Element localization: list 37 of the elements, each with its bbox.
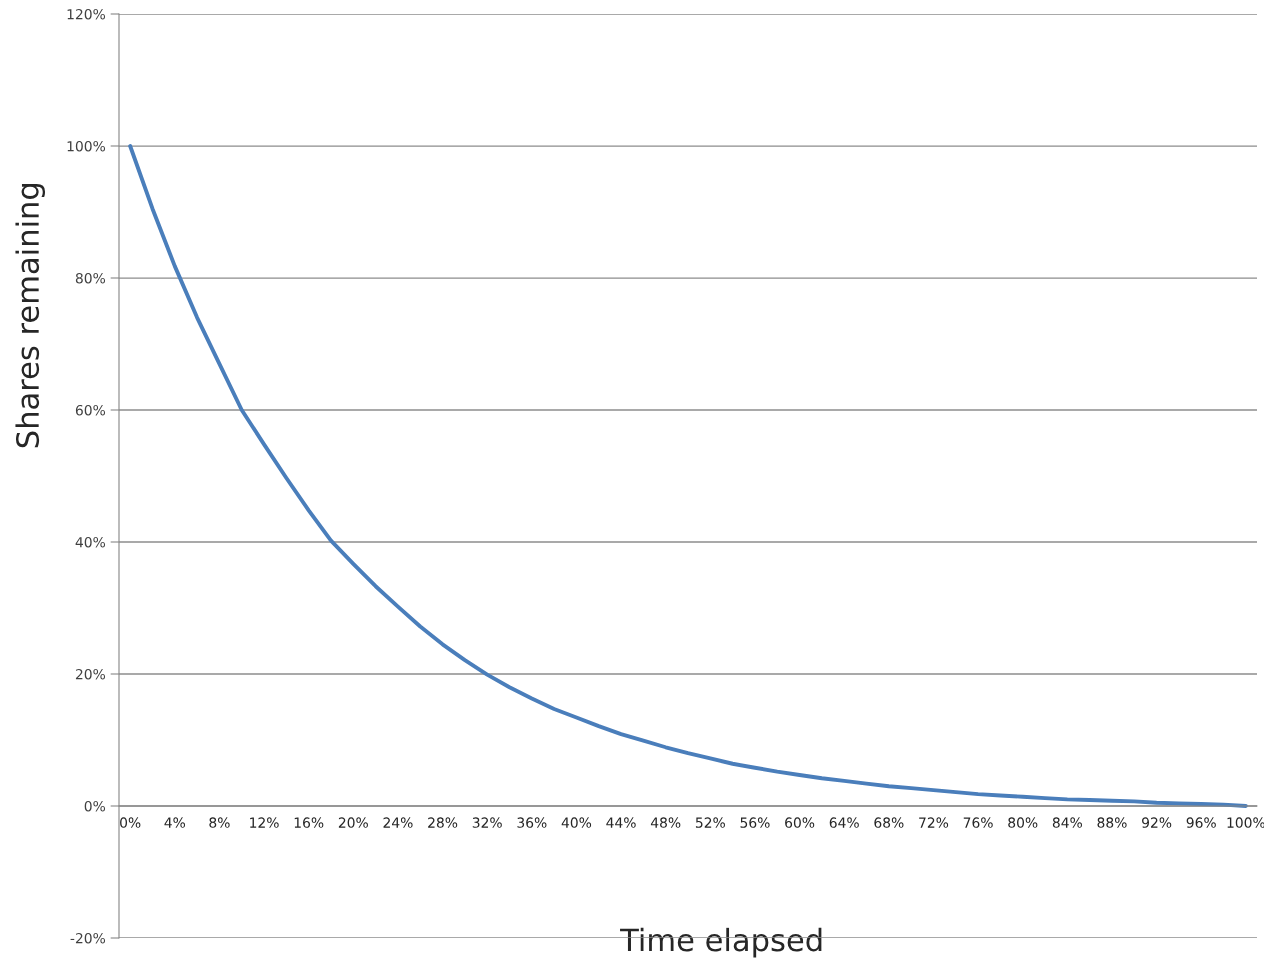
y-tick-label: 120% [67, 8, 106, 20]
x-tick-label: 68% [874, 817, 904, 828]
x-tick-label: 12% [250, 817, 279, 828]
y-tick-label: 60% [75, 404, 106, 416]
x-tick-label: 100% [1227, 817, 1264, 828]
x-tick-label: 92% [1142, 817, 1172, 828]
x-tick-label: 56% [740, 817, 770, 828]
y-tick-label: 100% [67, 140, 106, 152]
x-tick-label: 0% [120, 817, 141, 828]
x-tick-label: 4% [164, 817, 186, 828]
x-tick-label: 32% [472, 817, 502, 828]
x-tick-label: 84% [1052, 817, 1082, 828]
x-tick-label: 96% [1186, 817, 1216, 828]
y-tick-label: 20% [75, 668, 106, 680]
y-tick-label: 0% [84, 800, 106, 812]
x-tick-label: 20% [338, 817, 368, 828]
x-tick-label: 52% [695, 817, 725, 828]
x-tick-label: 76% [963, 817, 993, 828]
x-tick-label: 36% [517, 817, 547, 828]
x-tick-label: 40% [561, 817, 592, 828]
y-tick-label: -20% [70, 932, 106, 944]
x-tick-label: 64% [829, 817, 859, 828]
x-tick-label: 44% [606, 817, 636, 828]
y-tick-label: 40% [75, 536, 106, 548]
x-tick-label: 8% [209, 817, 230, 828]
x-tick-label: 24% [383, 817, 413, 828]
x-tick-label: 60% [785, 817, 815, 828]
x-tick-label: 16% [294, 817, 324, 828]
x-tick-label: 72% [919, 817, 949, 828]
y-axis-title: Shares remaining [15, 183, 46, 448]
x-tick-label: 88% [1097, 817, 1127, 828]
x-tick-label: 80% [1008, 817, 1038, 828]
x-tick-label: 28% [428, 817, 458, 828]
x-tick-label: 48% [650, 817, 681, 828]
line-series [128, 144, 1248, 808]
x-axis-title: Time elapsed [620, 927, 822, 958]
y-tick-label: 80% [75, 272, 106, 284]
